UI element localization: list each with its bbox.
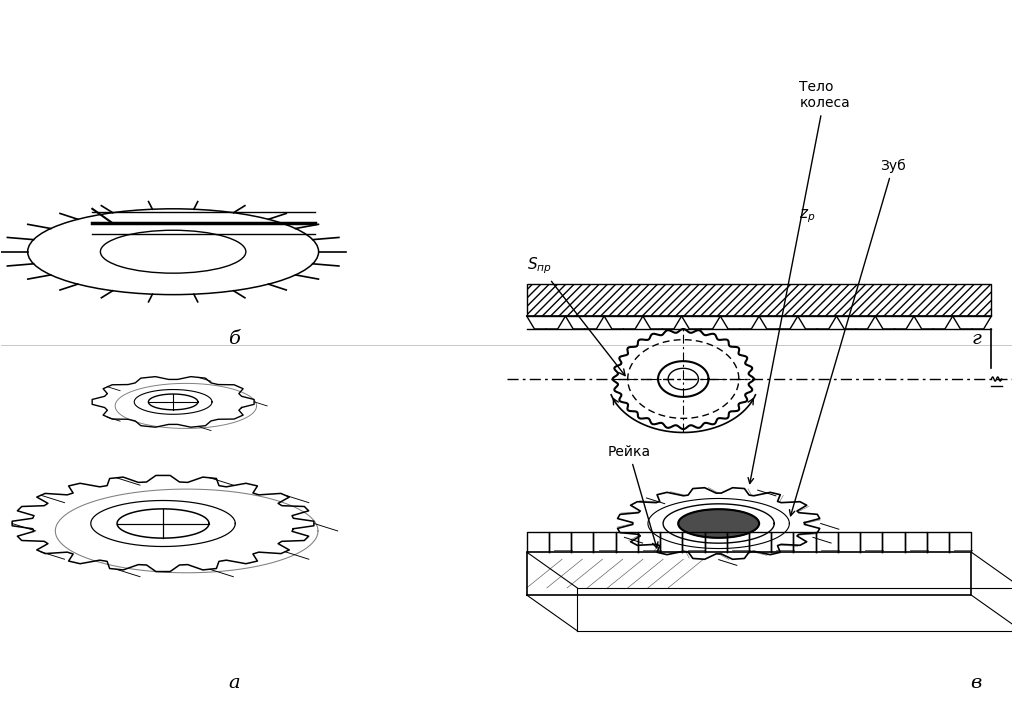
Text: $S_{пр}$: $S_{пр}$ xyxy=(527,256,625,376)
Text: $z_{р}$: $z_{р}$ xyxy=(799,208,815,225)
Text: Тело
колеса: Тело колеса xyxy=(749,80,850,483)
Text: в: в xyxy=(969,673,982,691)
Bar xyxy=(527,284,992,316)
Polygon shape xyxy=(679,509,759,538)
Text: а: а xyxy=(228,673,239,691)
Text: Зуб: Зуб xyxy=(789,159,906,516)
Text: б: б xyxy=(228,330,240,348)
Text: Рейка: Рейка xyxy=(608,445,658,548)
Text: г: г xyxy=(971,330,982,348)
